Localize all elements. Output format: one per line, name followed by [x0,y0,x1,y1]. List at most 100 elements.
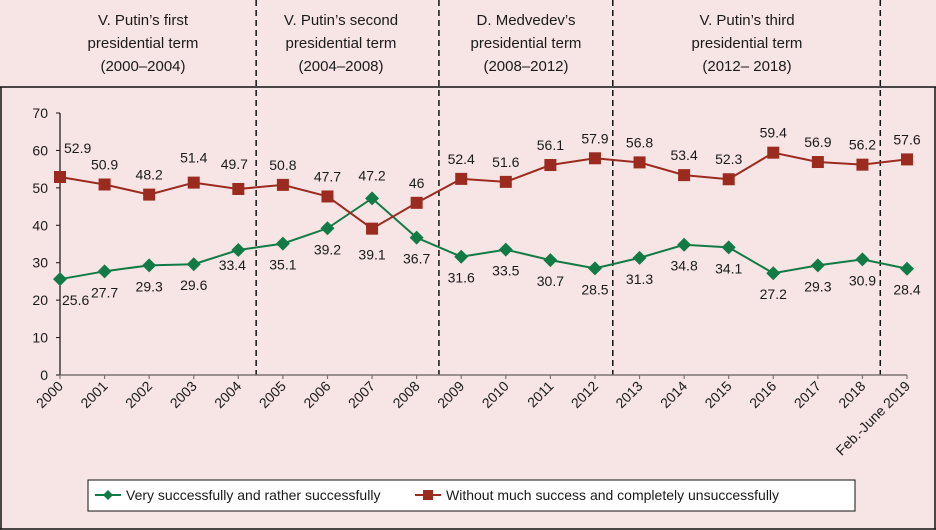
y-tick-label-60: 60 [32,142,48,158]
data-label-series-2-15: 52.3 [715,151,742,167]
term-label-4-line-3: (2012– 2018) [702,58,791,75]
y-axis: 0 10 20 30 40 50 60 70 [32,105,61,383]
data-label-series-1-7: 47.2 [358,167,385,183]
term-labels: V. Putin’s first presidential term (2000… [88,12,803,75]
legend-label-series-2: Without much success and completely unsu… [446,487,779,503]
series-1-point-11 [543,253,558,268]
term-label-2-line-1: V. Putin’s second [284,12,398,29]
series-2-point-12 [588,152,601,165]
series-1-point-1 [97,264,112,279]
series-layer [53,146,915,287]
series-2-point-19 [901,153,914,166]
term-label-4-line-2: presidential term [692,35,803,52]
series-2-point-8 [410,196,423,209]
series-2-point-11 [544,159,557,172]
series-2-point-9 [455,172,468,185]
data-label-series-1-12: 28.5 [581,281,608,297]
term-label-2-line-2: presidential term [286,35,397,52]
term-dividers [255,0,882,375]
term-label-3-line-1: D. Medvedev’s [477,12,576,29]
data-label-series-2-1: 50.9 [91,156,118,172]
y-tick-label-50: 50 [32,180,48,196]
term-label-2-line-3: (2004–2008) [298,58,383,75]
data-label-series-1-1: 27.7 [91,284,118,300]
series-1-point-6 [320,221,335,236]
legend-marker-series-1 [103,490,113,500]
data-label-series-1-6: 39.2 [314,241,341,257]
data-label-series-2-19: 57.6 [893,131,920,147]
legend-label-series-1: Very successfully and rather successfull… [126,487,380,503]
y-tick-label-20: 20 [32,292,48,308]
term-label-3-line-2: presidential term [471,35,582,52]
data-label-series-1-17: 29.3 [804,278,831,294]
data-label-series-2-18: 56.2 [849,137,876,153]
data-label-series-2-6: 47.7 [314,168,341,184]
series-1-point-2 [142,258,157,273]
series-2-point-2 [143,188,156,201]
y-tick-label-40: 40 [32,217,48,233]
series-1-point-18 [855,252,870,267]
term-label-3-line-3: (2008–2012) [483,58,568,75]
data-label-series-1-3: 29.6 [180,277,207,293]
series-2-point-15 [722,173,735,186]
series-1-point-14 [677,237,692,252]
series-2-point-18 [856,158,869,171]
term-label-1-line-3: (2000–2004) [100,58,185,75]
series-line-2 [59,151,908,230]
series-1-point-4 [231,242,246,257]
data-label-series-1-8: 36.7 [403,251,430,267]
term-label-4-line-1: V. Putin’s third [699,12,794,29]
data-label-series-2-17: 56.9 [804,134,831,150]
series-2-point-0 [54,171,66,184]
data-label-series-2-12: 57.9 [581,130,608,146]
series-2-point-17 [811,156,824,169]
series-1-point-8 [409,230,424,245]
data-label-series-1-19: 28.4 [893,282,920,298]
legend: Very successfully and rather successfull… [87,479,856,512]
series-2-point-10 [499,175,512,188]
series-1-point-16 [766,266,781,281]
data-label-series-1-13: 31.3 [626,271,653,287]
series-1-point-9 [454,249,469,264]
data-label-series-2-5: 50.8 [269,157,296,173]
y-tick-label-10: 10 [32,330,48,346]
data-label-series-2-16: 59.4 [760,125,787,141]
series-2-point-13 [633,156,646,169]
series-2-point-1 [98,178,111,191]
series-1-point-15 [721,240,736,255]
data-label-series-1-0: 25.6 [62,292,89,308]
data-label-series-1-4: 33.4 [219,257,246,273]
series-2-point-14 [678,169,691,182]
data-label-series-2-9: 52.4 [448,151,475,167]
series-2-point-5 [276,178,289,191]
y-tick-label-70: 70 [32,105,48,121]
data-label-series-1-14: 34.8 [670,258,697,274]
series-1-point-19 [900,261,915,276]
data-label-series-1-10: 33.5 [492,263,519,279]
data-label-series-2-11: 56.1 [537,137,564,153]
legend-marker-series-2 [423,490,433,500]
term-label-1-line-1: V. Putin’s first [98,12,189,29]
series-2-point-7 [366,222,379,235]
data-label-series-1-2: 29.3 [136,278,163,294]
series-1-point-5 [275,236,290,251]
series-1-point-17 [810,258,825,273]
series-2-point-16 [767,146,780,159]
series-1-point-3 [186,257,201,272]
data-label-series-2-8: 46 [409,175,425,191]
y-tick-label-0: 0 [40,367,48,383]
data-label-series-2-4: 49.7 [221,156,248,172]
data-label-series-1-18: 30.9 [849,272,876,288]
data-label-series-2-3: 51.4 [180,150,207,166]
series-2-point-6 [321,190,334,203]
data-label-series-1-5: 35.1 [269,257,296,273]
data-label-series-1-11: 30.7 [537,273,564,289]
data-label-series-2-14: 53.4 [670,147,697,163]
series-1-point-13 [632,250,647,265]
series-1-point-7 [365,191,380,206]
data-label-series-2-7: 39.1 [358,247,385,263]
series-1-point-10 [498,242,513,257]
data-label-series-1-9: 31.6 [448,270,475,286]
